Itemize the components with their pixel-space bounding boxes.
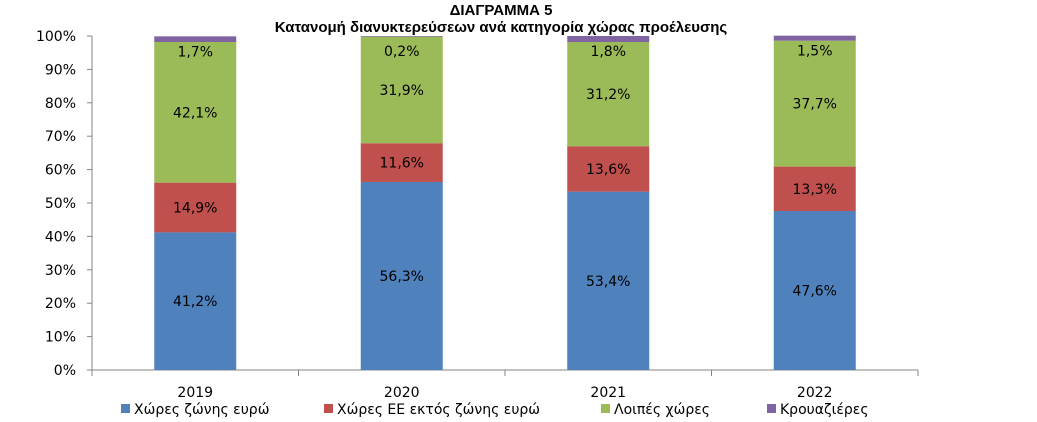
legend-label: Χώρες ζώνης ευρώ — [134, 402, 269, 418]
chart-legend: Χώρες ζώνης ευρώ Χώρες ΕΕ εκτός ζώνης ευρ… — [121, 402, 869, 418]
y-tick-label: 40% — [45, 229, 76, 245]
data-label: 13,3% — [793, 182, 837, 198]
legend-label: Χώρες ΕΕ εκτός ζώνης ευρώ — [337, 402, 540, 418]
x-tick-label: 2020 — [384, 385, 420, 401]
chart-title: ΔΙΑΓΡΑΜΜΑ 5 — [450, 2, 553, 19]
y-tick-label: 0% — [54, 363, 76, 379]
bar-segment — [154, 182, 237, 233]
data-label: 13,6% — [586, 162, 630, 178]
bar-segment — [154, 42, 237, 183]
y-tick-label: 70% — [45, 129, 76, 145]
data-label: 14,9% — [173, 201, 217, 217]
y-tick-label: 10% — [45, 330, 76, 346]
data-label: 0,2% — [384, 44, 420, 60]
bar-segment — [360, 36, 443, 37]
data-label: 31,2% — [586, 87, 630, 103]
data-label: 41,2% — [173, 294, 217, 310]
data-label: 47,6% — [793, 284, 837, 300]
data-label: 42,1% — [173, 105, 217, 121]
chart-axes: 0% 10% 20% 30% 40% 50% 60% 70% 80% 90% 100% 2019 202… — [36, 29, 919, 401]
bar-segment — [567, 42, 650, 147]
bar-segment — [567, 146, 650, 192]
bar-segment — [360, 36, 443, 144]
bar-segment — [773, 211, 856, 370]
bar-segment — [154, 232, 237, 370]
bar-segment — [773, 35, 856, 41]
y-tick-label: 90% — [45, 62, 76, 78]
chart-subtitle: Κατανομή διανυκτερεύσεων ανά κατηγορία χ… — [275, 19, 728, 36]
data-label: 11,6% — [380, 156, 424, 172]
y-tick-label: 30% — [45, 263, 76, 279]
data-label: 1,8% — [590, 44, 626, 60]
y-tick-label: 60% — [45, 163, 76, 179]
data-label: 1,5% — [797, 44, 833, 60]
x-tick-label: 2021 — [590, 385, 626, 401]
data-label: 56,3% — [380, 269, 424, 285]
bar-segment — [773, 166, 856, 212]
bar-segment — [567, 36, 650, 43]
x-tick-label: 2022 — [797, 385, 833, 401]
data-label: 1,7% — [177, 44, 213, 60]
y-tick-label: 50% — [45, 196, 76, 212]
legend-swatch — [121, 404, 130, 413]
y-tick-label: 20% — [45, 296, 76, 312]
y-tick-label: 80% — [45, 96, 76, 112]
bar-segment — [360, 181, 443, 370]
bar-segment — [567, 191, 650, 370]
bar-segment — [154, 36, 237, 43]
legend-label: Λοιπές χώρες — [614, 402, 710, 418]
y-tick-label: 100% — [36, 29, 76, 45]
data-label: 37,7% — [793, 97, 837, 113]
bar-segment — [360, 143, 443, 182]
legend-swatch — [324, 404, 333, 413]
x-tick-label: 2019 — [177, 385, 213, 401]
legend-swatch — [767, 404, 776, 413]
bar-segment — [773, 40, 856, 167]
legend-swatch — [601, 404, 610, 413]
chart-bars: 41,2% 14,9% 42,1% 1,7% 56,3% 11,6% 31,9% 0,2% 53… — [154, 35, 856, 370]
data-label: 53,4% — [586, 274, 630, 290]
legend-label: Κρουαζιέρες — [780, 402, 869, 418]
data-label: 31,9% — [380, 83, 424, 99]
